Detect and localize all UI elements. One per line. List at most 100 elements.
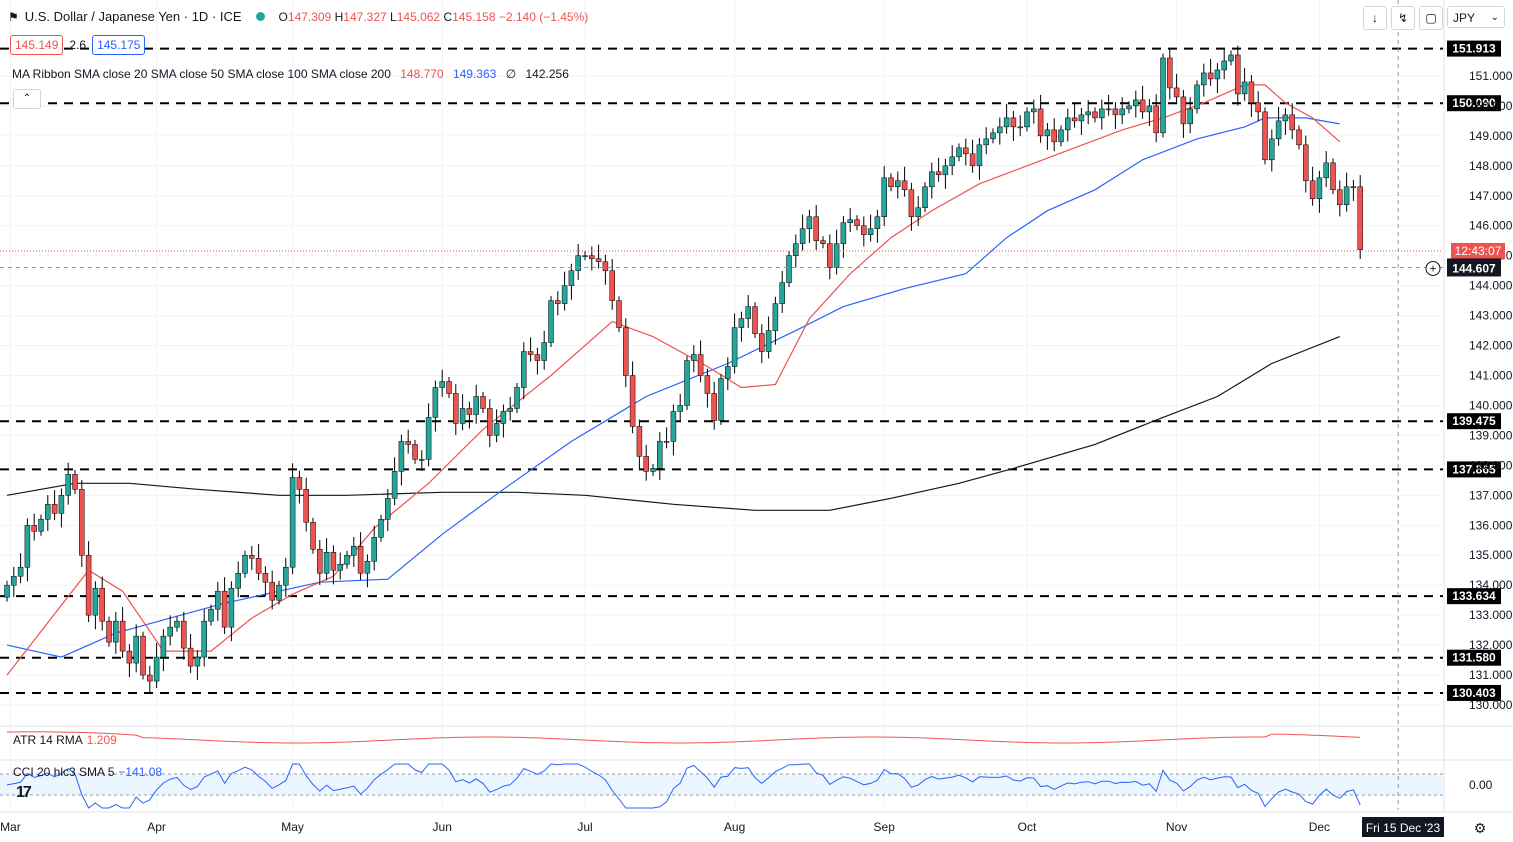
candle-body xyxy=(786,255,792,283)
candle-body xyxy=(711,393,717,421)
candle-body xyxy=(391,471,398,499)
sma200-line xyxy=(6,336,1341,511)
y-tick-label: 130.000 xyxy=(1469,698,1513,712)
cci-value: −141.08 xyxy=(118,765,163,779)
cci-legend[interactable]: CCI 20 hlc3 SMA 5 −141.08 xyxy=(13,765,163,779)
y-tick-label: 136.000 xyxy=(1469,518,1513,532)
collapse-legend-button[interactable]: ⌃ xyxy=(13,89,41,109)
sma50-line xyxy=(6,117,1340,658)
buy-button[interactable]: 145.175 xyxy=(92,35,146,55)
candle-body xyxy=(398,441,405,472)
candle-body xyxy=(847,219,853,223)
y-tick-label: 148.000 xyxy=(1469,159,1513,173)
candle-body xyxy=(1180,96,1187,125)
candle-body xyxy=(1343,186,1350,206)
candle-body xyxy=(595,258,602,262)
level-price-tag xyxy=(1447,588,1501,605)
sma50-value: 149.363 xyxy=(452,67,497,81)
x-tick-label: Apr xyxy=(147,820,166,834)
candle-body xyxy=(446,381,452,394)
candle-body xyxy=(303,489,309,523)
candle-body xyxy=(806,216,813,229)
fullscreen-icon[interactable]: ▢ xyxy=(1419,6,1443,30)
candle-body xyxy=(895,180,901,188)
candle-body xyxy=(276,584,282,601)
candle-body xyxy=(405,441,411,445)
candle-body xyxy=(1228,54,1234,62)
crosshair-price-tag xyxy=(1447,258,1501,277)
sma200-value: 142.256 xyxy=(525,67,569,81)
candle-body xyxy=(772,303,779,331)
sma100-value: ∅ xyxy=(505,67,517,81)
candle-body xyxy=(922,186,928,208)
y-tick-label: 138.000 xyxy=(1469,458,1513,472)
candle-body xyxy=(1309,180,1316,200)
candle-body xyxy=(854,219,860,226)
candle-body xyxy=(1092,111,1098,119)
candle-body xyxy=(949,156,955,167)
currency-select[interactable]: JPY ⌄ xyxy=(1447,6,1505,28)
sell-button[interactable]: 145.149 xyxy=(10,35,64,55)
symbol-title[interactable]: U.S. Dollar / Japanese Yen · 1D · ICE xyxy=(24,9,242,24)
level-price-tag xyxy=(1447,684,1501,701)
candle-body xyxy=(813,216,819,241)
candle-body xyxy=(126,650,133,664)
candle-body xyxy=(289,477,296,568)
level-price-label: 130.403 xyxy=(1452,686,1496,700)
candle-body xyxy=(412,444,418,460)
y-tick-label: 144.000 xyxy=(1469,279,1513,293)
sma20-value: 148.770 xyxy=(400,67,444,81)
candle-body xyxy=(385,498,391,520)
compress-icon[interactable]: ↯ xyxy=(1391,6,1415,30)
atr-line xyxy=(7,731,1361,744)
atr-legend[interactable]: ATR 14 RMA 1.209 xyxy=(13,733,117,747)
candle-body xyxy=(1255,102,1261,113)
y-tick-label: 149.000 xyxy=(1469,129,1513,143)
candle-body xyxy=(867,228,874,235)
candle-body xyxy=(38,519,44,532)
candle-body xyxy=(1207,72,1214,80)
candle-body xyxy=(72,474,78,490)
candle-body xyxy=(262,572,269,583)
candle-body xyxy=(1099,108,1105,119)
x-tick-label: Dec xyxy=(1309,820,1330,834)
candle-body xyxy=(1187,108,1193,125)
candle-body xyxy=(181,620,187,649)
candle-body xyxy=(745,306,751,319)
candle-body xyxy=(1112,108,1119,116)
candle-body xyxy=(779,282,785,304)
candle-body xyxy=(983,138,989,146)
spread-value: 2.6 xyxy=(69,38,87,52)
candle-body xyxy=(500,411,507,424)
crosshair-date-tag xyxy=(1362,817,1444,837)
candle-body xyxy=(221,590,228,628)
x-tick-label: Nov xyxy=(1166,820,1187,834)
y-tick-label: 143.000 xyxy=(1469,309,1513,323)
y-tick-label: 146.000 xyxy=(1469,219,1513,233)
candle-body xyxy=(1031,108,1037,113)
x-tick-label: Sep xyxy=(874,820,896,834)
ma-ribbon-legend[interactable]: MA Ribbon SMA close 20 SMA close 50 SMA … xyxy=(12,67,569,81)
candle-body xyxy=(1248,81,1255,104)
candle-body xyxy=(1024,111,1030,128)
gear-icon[interactable]: ⚙ xyxy=(1473,820,1487,836)
level-price-label: 133.634 xyxy=(1452,589,1496,603)
x-tick-label: Jun xyxy=(433,820,452,834)
candle-body xyxy=(725,366,731,379)
level-price-tag xyxy=(1447,413,1501,430)
candle-body xyxy=(1146,105,1153,113)
candle-body xyxy=(969,153,976,167)
candle-body xyxy=(51,504,58,514)
add-alert-icon xyxy=(1425,260,1441,276)
candle-body xyxy=(1003,117,1010,128)
candle-body xyxy=(541,342,547,361)
candle-body xyxy=(1119,108,1125,116)
tradingview-logo-icon[interactable]: 17 xyxy=(16,784,32,801)
candle-body xyxy=(92,587,99,616)
candle-body xyxy=(1044,129,1051,137)
arrow-down-icon[interactable]: ↓ xyxy=(1363,6,1387,30)
candle-body xyxy=(1262,111,1268,161)
candle-body xyxy=(147,674,153,682)
candle-body xyxy=(174,620,180,628)
